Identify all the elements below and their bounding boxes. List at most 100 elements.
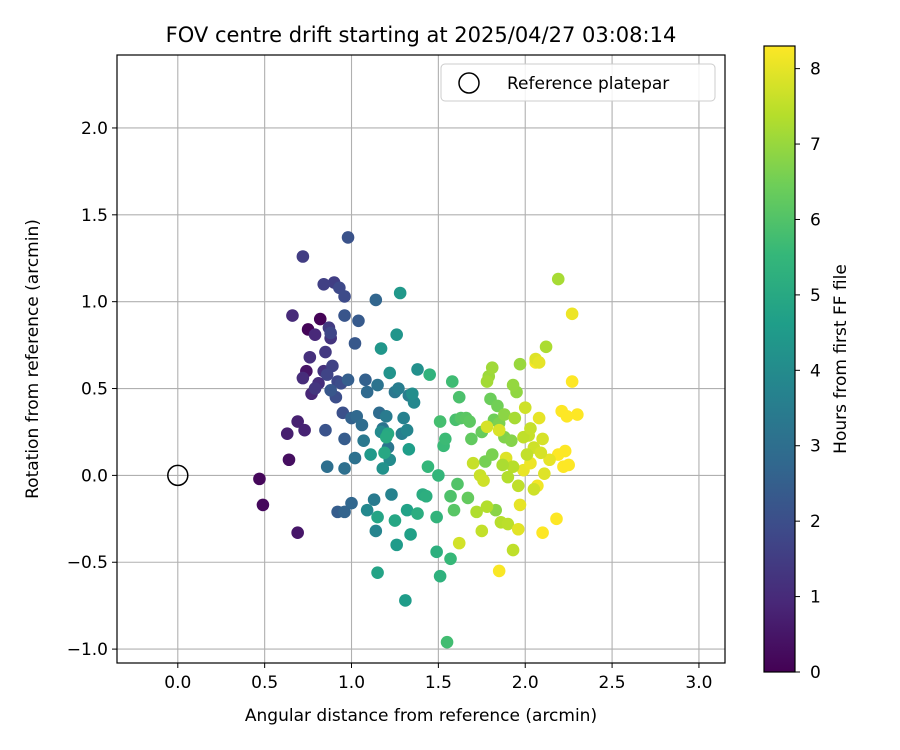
data-point <box>308 328 322 341</box>
y-tick-label: 0.5 <box>81 380 108 400</box>
data-point <box>404 528 417 541</box>
data-point <box>359 373 372 387</box>
data-point <box>513 357 527 371</box>
colorbar-tick-label: 6 <box>810 210 821 230</box>
data-point <box>465 432 478 446</box>
data-point <box>558 444 572 458</box>
data-point <box>536 526 549 540</box>
data-point <box>501 517 515 531</box>
data-point <box>348 451 362 465</box>
data-point <box>520 448 534 461</box>
x-tick-label: 2.0 <box>512 673 539 693</box>
data-point <box>562 458 575 472</box>
reference-point-marker <box>167 464 189 487</box>
x-tick-label: 1.0 <box>338 673 365 693</box>
data-point <box>369 293 383 307</box>
data-point <box>406 387 419 401</box>
data-point <box>565 375 579 388</box>
data-point <box>477 474 490 487</box>
data-point <box>383 366 397 380</box>
colorbar-tick-label: 2 <box>810 512 821 532</box>
data-point <box>282 453 296 467</box>
data-point <box>461 491 475 505</box>
colorbar-tick-label: 4 <box>810 361 821 381</box>
data-point <box>324 383 337 397</box>
chart-title: FOV centre drift starting at 2025/04/27 … <box>166 23 677 47</box>
data-point <box>320 368 334 381</box>
legend-box <box>440 63 716 102</box>
colorbar-ticks: 0 1 2 3 4 5 6 7 8 <box>795 60 821 683</box>
colorbar <box>763 45 796 673</box>
data-point <box>374 342 388 355</box>
data-point <box>319 423 332 437</box>
data-point <box>411 507 424 520</box>
data-point <box>466 456 480 470</box>
data-point <box>506 543 520 557</box>
data-point <box>320 460 334 474</box>
data-point <box>506 378 520 392</box>
data-point <box>463 415 476 428</box>
y-tick-label: 2.0 <box>81 119 108 139</box>
colorbar-tick-label: 1 <box>810 588 821 608</box>
data-point <box>319 345 332 359</box>
data-point <box>492 423 506 437</box>
data-point <box>345 496 358 510</box>
data-point <box>532 356 546 369</box>
data-point <box>439 432 452 446</box>
data-point <box>501 470 515 484</box>
data-point <box>352 314 365 328</box>
data-point <box>536 432 549 446</box>
data-point <box>480 500 494 513</box>
y-tick-label: −1.0 <box>67 640 108 660</box>
data-point <box>550 512 563 526</box>
data-point <box>291 415 304 428</box>
grid-lines <box>117 55 725 663</box>
data-point <box>411 363 424 376</box>
data-point <box>491 399 504 413</box>
data-point <box>371 378 384 392</box>
y-tick-label: −0.5 <box>67 553 108 573</box>
data-point <box>392 382 405 395</box>
data-point <box>388 514 402 527</box>
data-point <box>371 566 384 579</box>
data-point <box>313 312 327 326</box>
data-point <box>338 309 351 322</box>
data-point <box>433 415 447 428</box>
data-point <box>338 505 351 519</box>
y-tick-label: 0.0 <box>81 466 108 486</box>
data-point <box>452 536 466 550</box>
data-point <box>475 524 489 538</box>
data-point <box>338 462 351 475</box>
data-point <box>390 538 403 552</box>
reference-layer <box>167 464 189 487</box>
data-point <box>390 328 403 341</box>
data-point <box>308 382 322 395</box>
data-point <box>296 371 310 385</box>
data-point <box>400 503 414 517</box>
data-point <box>341 231 355 244</box>
data-point <box>360 503 374 517</box>
data-point <box>496 458 509 472</box>
data-point <box>399 594 412 607</box>
data-point <box>470 505 483 519</box>
data-point <box>571 408 584 421</box>
data-point <box>498 408 511 421</box>
data-point <box>286 309 299 322</box>
data-point <box>440 635 454 649</box>
data-point <box>397 411 410 425</box>
data-point <box>430 510 443 524</box>
x-tick-label: 3.0 <box>685 673 712 693</box>
data-point <box>534 446 548 460</box>
legend: Reference platepar <box>440 63 716 102</box>
data-point <box>485 448 499 461</box>
data-point <box>369 524 383 538</box>
data-point <box>280 427 294 440</box>
colorbar-tick-label: 0 <box>810 663 821 683</box>
data-point <box>444 552 457 566</box>
data-point <box>513 498 527 512</box>
x-axis-label: Angular distance from reference (arcmin) <box>245 706 597 726</box>
data-point <box>511 479 525 493</box>
data-point <box>430 545 443 559</box>
